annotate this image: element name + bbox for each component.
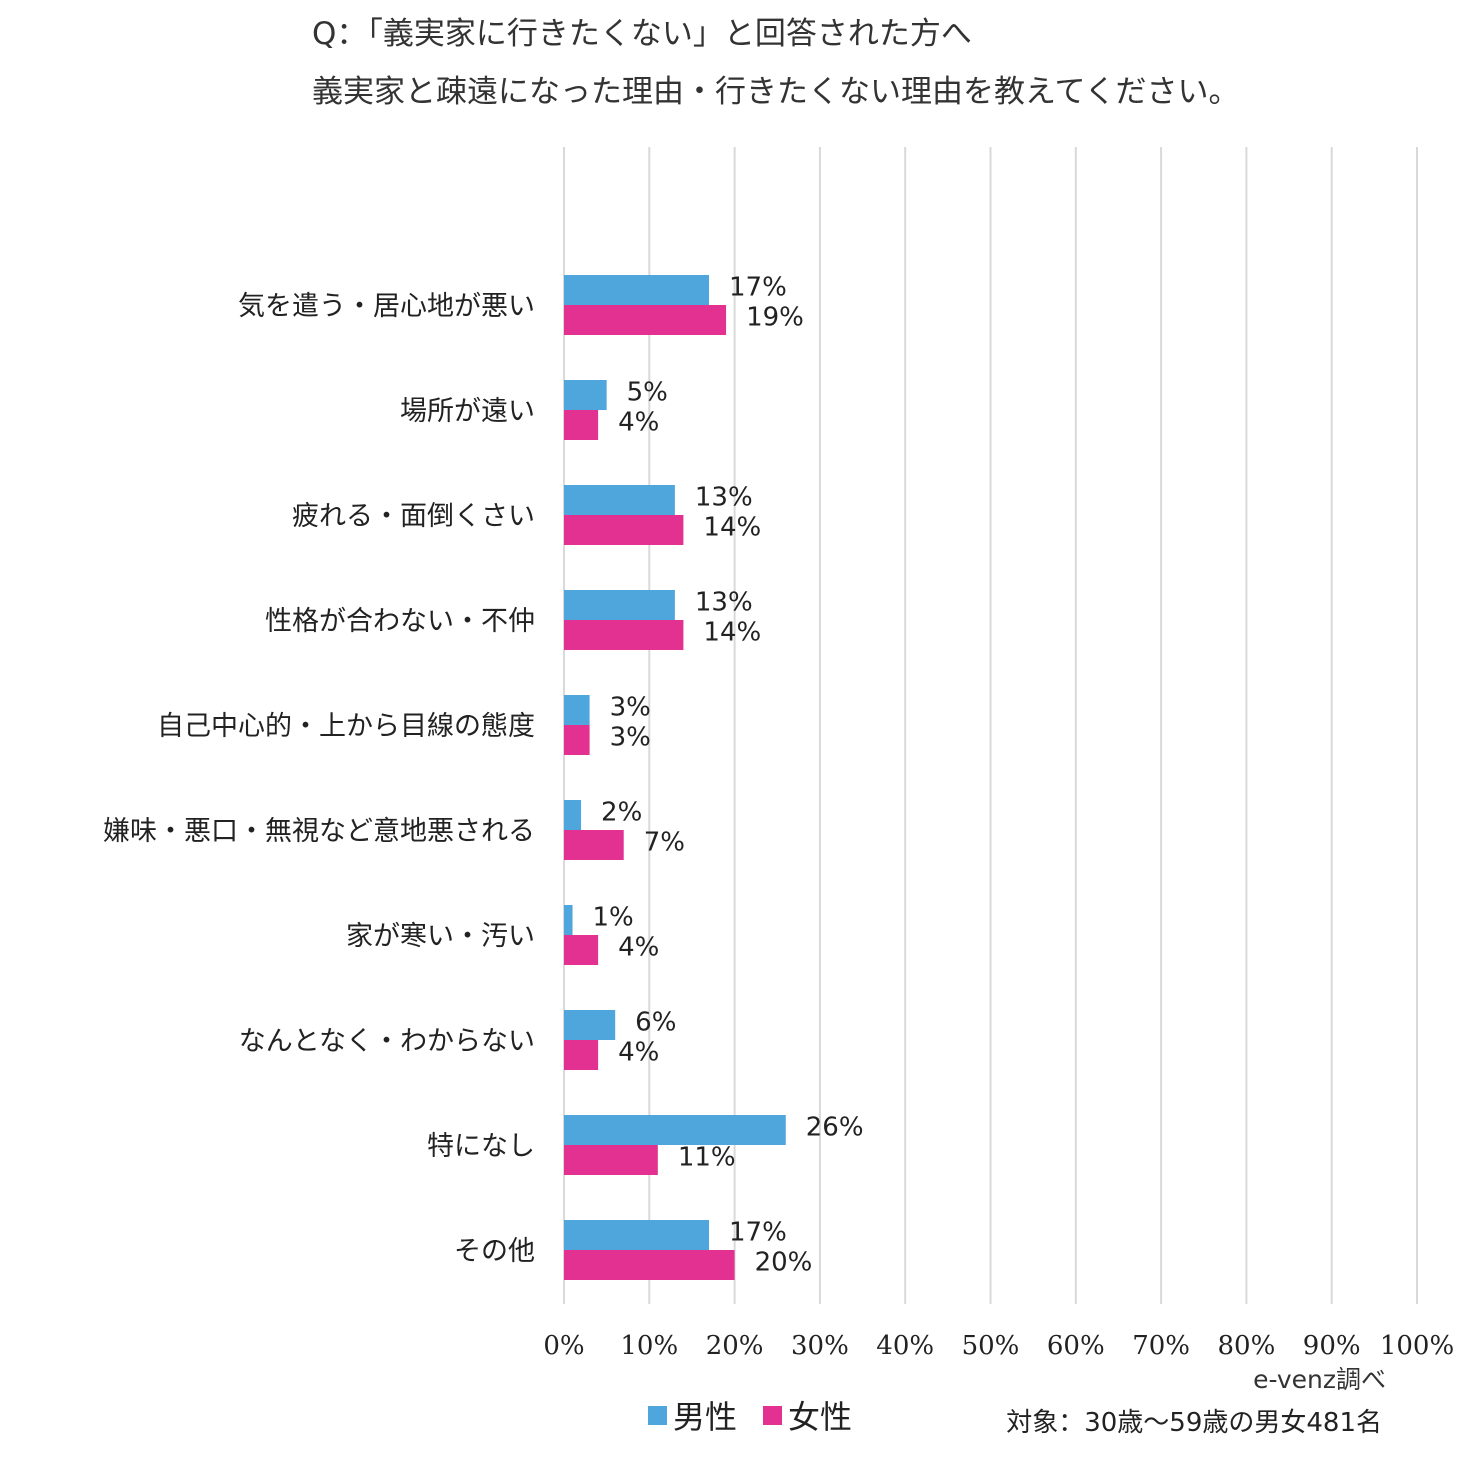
chart-title-line-2: 義実家と疎遠になった理由・行きたくない理由を教えてください。 <box>312 74 1240 110</box>
x-tick-label-80: 80% <box>1218 1331 1276 1361</box>
value-label-male-7: 6% <box>635 1008 676 1038</box>
bar-male-5 <box>564 800 582 830</box>
legend-item-female: 女性 <box>763 1392 852 1438</box>
legend-swatch-female <box>763 1405 783 1425</box>
bar-male-3 <box>564 590 675 620</box>
x-tick-label-60: 60% <box>1047 1331 1105 1361</box>
bar-male-8 <box>564 1115 786 1145</box>
legend-item-male: 男性 <box>648 1392 737 1438</box>
category-label-3: 性格が合わない・不仲 <box>265 606 535 637</box>
bar-male-0 <box>564 275 710 305</box>
value-label-female-3: 14% <box>703 618 761 648</box>
bar-female-8 <box>564 1145 658 1175</box>
value-label-female-5: 7% <box>644 828 685 858</box>
value-label-male-6: 1% <box>593 903 634 933</box>
bar-female-2 <box>564 515 684 545</box>
legend-label-male: 男性 <box>673 1398 738 1436</box>
value-label-female-8: 11% <box>678 1143 736 1173</box>
bar-male-9 <box>564 1220 710 1250</box>
x-tick-label-10: 10% <box>620 1331 678 1361</box>
value-label-female-7: 4% <box>618 1038 659 1068</box>
x-tick-label-30: 30% <box>791 1331 849 1361</box>
value-label-female-0: 19% <box>746 303 804 333</box>
sample-note: 対象：30歳～59歳の男女481名 <box>1006 1408 1382 1438</box>
x-tick-label-50: 50% <box>962 1331 1020 1361</box>
bar-female-7 <box>564 1040 599 1070</box>
bar-female-9 <box>564 1250 735 1280</box>
category-label-2: 疲れる・面倒くさい <box>292 501 535 532</box>
category-label-0: 気を遣う・居心地が悪い <box>238 291 535 322</box>
bar-female-3 <box>564 620 684 650</box>
source-credit: e-venz調べ <box>1253 1365 1386 1394</box>
category-label-6: 家が寒い・汚い <box>346 921 535 952</box>
bar-female-5 <box>564 830 624 860</box>
legend: 男性 女性 <box>648 1392 852 1438</box>
category-label-8: 特になし <box>427 1131 535 1162</box>
bar-female-1 <box>564 410 599 440</box>
bar-male-6 <box>564 905 573 935</box>
value-label-female-2: 14% <box>703 513 761 543</box>
x-tick-label-100: 100% <box>1380 1331 1454 1361</box>
value-label-female-9: 20% <box>755 1248 813 1278</box>
value-label-male-4: 3% <box>610 693 651 723</box>
value-label-male-2: 13% <box>695 483 753 513</box>
value-label-female-4: 3% <box>610 723 651 753</box>
category-label-1: 場所が遠い <box>400 396 535 427</box>
legend-label-female: 女性 <box>788 1398 853 1436</box>
x-tick-label-0: 0% <box>543 1331 584 1361</box>
bar-female-6 <box>564 935 599 965</box>
bar-male-1 <box>564 380 607 410</box>
value-label-male-9: 17% <box>729 1218 787 1248</box>
x-tick-label-70: 70% <box>1132 1331 1190 1361</box>
category-label-7: なんとなく・わからない <box>239 1026 535 1057</box>
value-label-male-8: 26% <box>806 1113 864 1143</box>
value-label-male-0: 17% <box>729 273 787 303</box>
bar-female-0 <box>564 305 727 335</box>
value-label-male-5: 2% <box>601 798 642 828</box>
bar-male-7 <box>564 1010 616 1040</box>
bar-male-4 <box>564 695 590 725</box>
category-label-9: その他 <box>454 1236 535 1267</box>
value-label-female-6: 4% <box>618 933 659 963</box>
x-tick-label-90: 90% <box>1303 1331 1361 1361</box>
x-tick-label-20: 20% <box>706 1331 764 1361</box>
category-label-4: 自己中心的・上から目線の態度 <box>157 711 535 742</box>
category-label-5: 嫌味・悪口・無視など意地悪される <box>103 816 535 847</box>
value-label-male-1: 5% <box>627 378 668 408</box>
bar-male-2 <box>564 485 675 515</box>
value-label-male-3: 13% <box>695 588 753 618</box>
bar-female-4 <box>564 725 590 755</box>
legend-swatch-male <box>648 1405 667 1425</box>
x-tick-label-40: 40% <box>876 1331 934 1361</box>
value-label-female-1: 4% <box>618 408 659 438</box>
chart-title-line-1: Q：「義実家に行きたくない」と回答された方へ <box>312 16 972 52</box>
